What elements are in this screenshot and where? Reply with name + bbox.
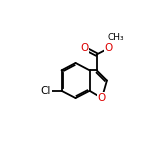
Text: Cl: Cl [40, 86, 51, 96]
Text: O: O [98, 93, 106, 103]
Text: CH₃: CH₃ [107, 33, 124, 42]
Text: O: O [80, 43, 88, 53]
Text: O: O [105, 43, 113, 53]
